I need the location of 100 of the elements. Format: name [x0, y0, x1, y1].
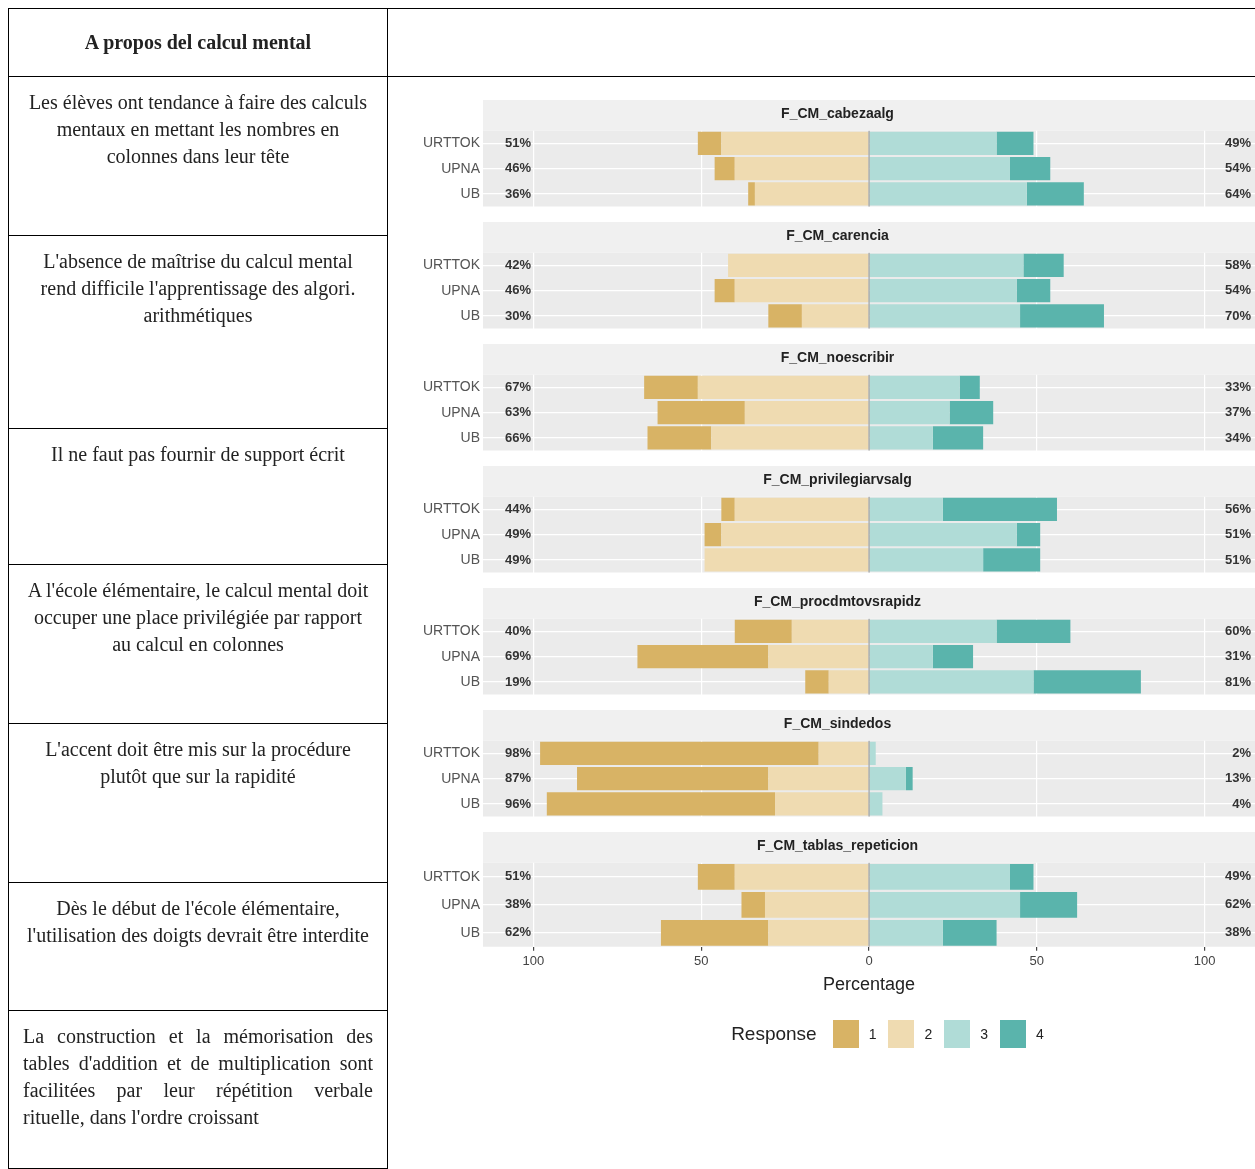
- bar: [869, 279, 1017, 303]
- annotation: 62%: [1224, 896, 1252, 912]
- x-tick-label: 50: [693, 953, 709, 969]
- x-tick-label: 50: [1029, 953, 1045, 969]
- y-tick-label: UB: [460, 428, 481, 445]
- annotation: 49%: [1224, 135, 1252, 151]
- annotation: 46%: [505, 160, 532, 176]
- bar: [1016, 523, 1041, 547]
- legend-title: Response: [731, 1023, 817, 1045]
- annotation: 64%: [1224, 185, 1252, 201]
- y-tick-label: URTTOK: [423, 134, 481, 151]
- bar: [869, 523, 1017, 547]
- annotation: 49%: [1224, 868, 1252, 884]
- annotation: 36%: [505, 185, 532, 201]
- annotation: 54%: [1224, 160, 1252, 176]
- y-tick-label: URTTOK: [423, 378, 481, 395]
- text: Dès le début de l'école élémentaire, l'utilisation des doigts devrait être interdite: [9, 883, 388, 1011]
- annotation: 4%: [1232, 795, 1252, 811]
- annotation: 34%: [1224, 429, 1252, 445]
- annotation: 46%: [505, 282, 532, 298]
- chart-title: F_CM_carencia: [786, 227, 890, 244]
- annotation: 51%: [1224, 551, 1252, 567]
- y-tick-label: UPNA: [441, 159, 481, 176]
- annotation: 98%: [505, 745, 532, 761]
- annotation: 19%: [505, 673, 532, 689]
- y-tick-label: UPNA: [441, 769, 481, 786]
- annotation: 67%: [505, 379, 532, 395]
- bar: [869, 304, 1021, 328]
- annotation: 33%: [1224, 379, 1252, 395]
- y-tick-label: UB: [460, 923, 481, 940]
- annotation: 56%: [1224, 501, 1252, 517]
- legend-label: 3: [980, 1026, 989, 1042]
- bar: [869, 497, 943, 522]
- annotation: 70%: [1224, 307, 1252, 323]
- text: La construction et la mémorisation des tables d'addition et de multiplication sont facilitées par leur répétition verbale rituelle, dans l'ordre croissant: [9, 1011, 388, 1169]
- y-tick-label: UB: [460, 672, 481, 689]
- annotation: 62%: [505, 924, 532, 940]
- annotation: 81%: [1224, 673, 1252, 689]
- y-tick-label: URTTOK: [423, 622, 481, 639]
- annotation: 42%: [505, 257, 532, 273]
- y-tick-label: UPNA: [441, 403, 481, 420]
- x-tick-label: 0: [865, 953, 873, 969]
- annotation: 40%: [505, 623, 532, 639]
- bar: [869, 548, 984, 572]
- annotation: 38%: [1224, 924, 1252, 940]
- y-tick-label: URTTOK: [423, 867, 481, 884]
- y-tick-label: UB: [460, 306, 481, 323]
- annotation: 51%: [1224, 526, 1252, 542]
- legend-label: 4: [1036, 1026, 1044, 1042]
- text: Les élèves ont tendance à faire des calculs mentaux en mettant les nombres en colonnes dans leur tête: [9, 77, 388, 236]
- legend-label: 2: [924, 1026, 933, 1042]
- annotation: 66%: [505, 429, 532, 445]
- text: Il ne faut pas fournir de support écrit: [9, 429, 388, 565]
- x-tick-label: 100: [1193, 953, 1216, 969]
- x-tick-label: 100: [522, 953, 545, 969]
- annotation: 30%: [505, 307, 532, 323]
- bar: [704, 548, 869, 572]
- bar: [1020, 304, 1104, 328]
- legend-label: 1: [868, 1026, 877, 1042]
- annotation: 87%: [505, 770, 532, 786]
- chart-title: F_CM_procdmtovsrapidz: [753, 593, 922, 610]
- chart-title: F_CM_privilegiarvsalg: [763, 471, 912, 488]
- y-tick-label: UPNA: [441, 647, 481, 664]
- annotation: 69%: [505, 648, 532, 664]
- y-tick-label: UPNA: [441, 525, 481, 542]
- annotation: 49%: [505, 526, 532, 542]
- y-tick-label: URTTOK: [423, 256, 481, 273]
- annotation: 58%: [1224, 257, 1252, 273]
- annotation: 13%: [1224, 770, 1252, 786]
- y-tick-label: UB: [460, 794, 481, 811]
- chart-title: F_CM_tablas_repeticion: [756, 837, 919, 854]
- annotation: 49%: [505, 551, 532, 567]
- annotation: 38%: [505, 896, 532, 912]
- text: L'absence de maîtrise du calcul mental rend difficile l'apprentissage des algori. arithmétiques: [9, 236, 388, 429]
- annotation: 31%: [1224, 648, 1252, 664]
- annotation: 44%: [505, 501, 532, 517]
- y-tick-label: UB: [460, 550, 481, 567]
- y-tick-label: UB: [460, 184, 481, 201]
- annotation: 2%: [1232, 745, 1252, 761]
- y-tick-label: URTTOK: [423, 744, 481, 761]
- bar: [1016, 279, 1051, 303]
- chart-title: F_CM_cabezaalg: [781, 105, 894, 122]
- annotation: 60%: [1224, 623, 1252, 639]
- bar: [942, 497, 1057, 522]
- annotation: 54%: [1224, 282, 1252, 298]
- annotation: 96%: [505, 795, 532, 811]
- y-tick-label: UPNA: [441, 895, 481, 912]
- chart-title: F_CM_noescribir: [780, 349, 895, 366]
- bar: [983, 548, 1041, 572]
- y-tick-label: UPNA: [441, 281, 481, 298]
- bar: [869, 253, 1024, 278]
- text: A l'école élémentaire, le calcul mental doit occuper une place privilégiée par rapport au calcul en colonnes: [9, 565, 388, 724]
- annotation: 51%: [505, 868, 532, 884]
- annotation: 51%: [505, 135, 532, 151]
- x-axis-title: Percentage: [822, 974, 916, 995]
- annotation: 63%: [505, 404, 532, 420]
- text: A propos del calcul mental: [9, 8, 388, 77]
- chart-title: F_CM_sindedos: [783, 715, 892, 732]
- bar: [1023, 253, 1064, 278]
- text: L'accent doit être mis sur la procédure plutôt que sur la rapidité: [9, 724, 388, 883]
